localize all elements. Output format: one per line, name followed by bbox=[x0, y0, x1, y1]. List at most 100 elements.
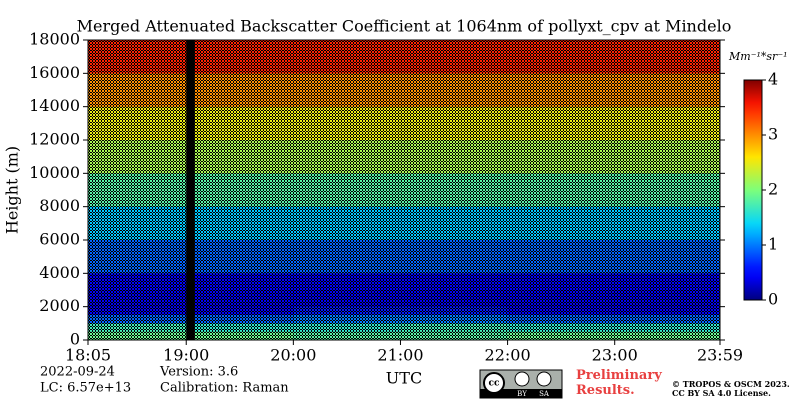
y-tick-label: 2000 bbox=[39, 296, 80, 315]
heatmap-cell bbox=[88, 106, 187, 140]
heatmap-cell bbox=[400, 273, 508, 290]
heatmap-cell bbox=[293, 240, 401, 274]
svg-text:cc: cc bbox=[489, 379, 500, 389]
heatmap-cell bbox=[194, 290, 294, 307]
heatmap-cell bbox=[88, 273, 187, 290]
heatmap-cell bbox=[88, 40, 187, 74]
heatmap-cell bbox=[88, 206, 187, 240]
x-tick-label: 19:00 bbox=[163, 346, 209, 365]
colorbar-tick-label: 3 bbox=[768, 125, 778, 144]
heatmap-cell bbox=[194, 73, 294, 107]
heatmap-cell bbox=[507, 323, 615, 332]
y-tick-label: 10000 bbox=[29, 163, 80, 182]
heatmap-cell bbox=[194, 306, 294, 315]
license: CC BY SA 4.0 License. bbox=[672, 388, 771, 398]
heatmap-cell bbox=[88, 306, 187, 315]
heatmap-cell bbox=[88, 240, 187, 274]
chart-title: Merged Attenuated Backscatter Coefficien… bbox=[77, 17, 732, 36]
y-axis-label: Height (m) bbox=[3, 146, 22, 234]
heatmap-cell bbox=[507, 206, 615, 240]
heatmap-cell bbox=[293, 323, 401, 332]
calibration: Calibration: Raman bbox=[160, 381, 289, 396]
heatmap-cell bbox=[293, 40, 401, 74]
heatmap-cell bbox=[88, 140, 187, 174]
y-tick-label: 4000 bbox=[39, 263, 80, 282]
heatmap-cell bbox=[614, 240, 720, 274]
x-tick-label: 23:00 bbox=[592, 346, 638, 365]
heatmap-cell bbox=[614, 290, 720, 307]
heatmap-cell bbox=[293, 290, 401, 307]
heatmap-cell bbox=[400, 173, 508, 207]
notice: Preliminary Results. bbox=[576, 368, 662, 398]
colorbar bbox=[743, 79, 763, 301]
colorbar-label: Mm⁻¹*sr⁻¹ bbox=[728, 50, 788, 63]
plot-frame bbox=[87, 39, 721, 341]
heatmap-cell bbox=[507, 306, 615, 315]
heatmap-cell bbox=[400, 290, 508, 307]
heatmap-cell bbox=[88, 290, 187, 307]
badge-sa: SA bbox=[539, 390, 550, 398]
heatmap-cell bbox=[400, 106, 508, 140]
heatmap-cell bbox=[507, 40, 615, 74]
y-tick-label: 18000 bbox=[29, 30, 80, 49]
x-tick-label: 20:00 bbox=[270, 346, 316, 365]
x-tick-label: 22:00 bbox=[485, 346, 531, 365]
colorbar-tick-label: 1 bbox=[768, 235, 778, 254]
notice-box: Preliminary Results. bbox=[576, 368, 662, 398]
heatmap-cell bbox=[194, 240, 294, 274]
heatmap-cell bbox=[88, 323, 187, 332]
y-tick-label: 8000 bbox=[39, 196, 80, 215]
y-tick-label: 0 bbox=[70, 330, 80, 349]
y-tick-label: 12000 bbox=[29, 130, 80, 149]
heatmap-cell bbox=[400, 140, 508, 174]
colorbar-tick-label: 0 bbox=[768, 290, 778, 309]
heatmap-cell bbox=[400, 331, 508, 340]
heatmap-cell bbox=[88, 173, 187, 207]
heatmap-cell bbox=[194, 106, 294, 140]
heatmap-cell bbox=[507, 273, 615, 290]
heatmap-cell bbox=[194, 173, 294, 207]
heatmap-cell bbox=[400, 323, 508, 332]
version: Version: 3.6 bbox=[159, 365, 238, 380]
heatmap-cell bbox=[507, 173, 615, 207]
x-tick-label: 18:05 bbox=[65, 346, 111, 365]
heatmap-cell bbox=[194, 206, 294, 240]
badge-by: BY bbox=[517, 390, 527, 398]
heatmap-cell bbox=[400, 240, 508, 274]
y-tick-label: 14000 bbox=[29, 96, 80, 115]
heatmap-cell bbox=[88, 315, 187, 324]
x-tick-label: 21:00 bbox=[377, 346, 423, 365]
heatmap-cell bbox=[400, 315, 508, 324]
heatmap-cell bbox=[88, 331, 187, 340]
y-tick-label: 16000 bbox=[29, 63, 80, 82]
heatmap-cell bbox=[614, 273, 720, 290]
y-tick-label: 6000 bbox=[39, 230, 80, 249]
lc: LC: 6.57e+13 bbox=[40, 381, 131, 396]
heatmap-cell bbox=[507, 290, 615, 307]
heatmap-cell bbox=[614, 106, 720, 140]
heatmap-cell bbox=[614, 315, 720, 324]
heatmap-cell bbox=[614, 173, 720, 207]
heatmap-cell bbox=[614, 323, 720, 332]
heatmap-cell bbox=[507, 73, 615, 107]
heatmap-cell bbox=[293, 331, 401, 340]
heatmap-cell bbox=[507, 140, 615, 174]
heatmap-cell bbox=[507, 331, 615, 340]
heatmap-cell bbox=[194, 331, 294, 340]
heatmap-cell bbox=[293, 273, 401, 290]
heatmap-cell bbox=[293, 73, 401, 107]
heatmap-cell bbox=[400, 306, 508, 315]
heatmap-cell bbox=[614, 73, 720, 107]
heatmap-cell bbox=[293, 106, 401, 140]
heatmap-cell bbox=[400, 206, 508, 240]
heatmap-cell bbox=[88, 73, 187, 107]
x-tick-label: 23:59 bbox=[697, 346, 743, 365]
heatmap-cell bbox=[293, 306, 401, 315]
heatmap-cell bbox=[614, 331, 720, 340]
heatmap-cell bbox=[194, 140, 294, 174]
heatmap-cell bbox=[293, 140, 401, 174]
heatmap-cell bbox=[293, 206, 401, 240]
heatmap-cell bbox=[507, 315, 615, 324]
heatmap-cell bbox=[614, 40, 720, 74]
